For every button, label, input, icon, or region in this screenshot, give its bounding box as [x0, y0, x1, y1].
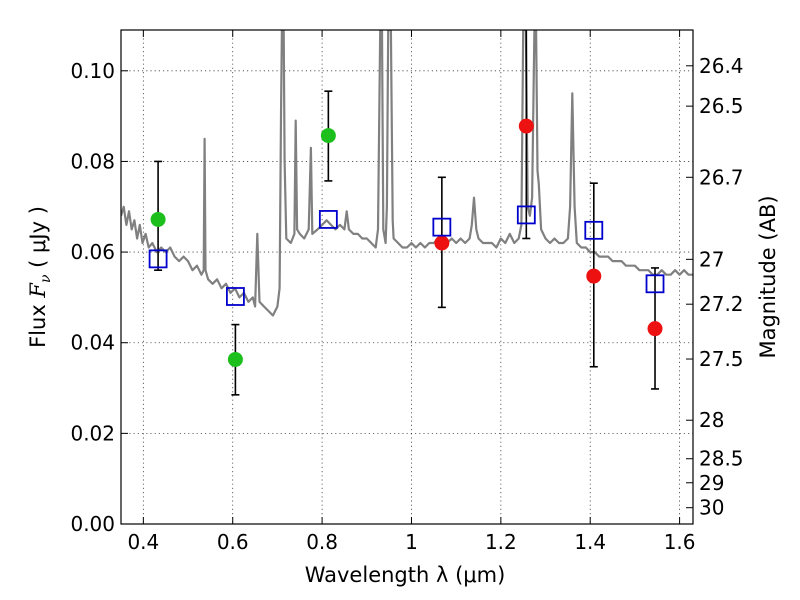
- y2-tick-label: 26.5: [699, 94, 744, 118]
- x-tick-label: 0.6: [217, 530, 249, 554]
- x-tick-label: 1.4: [574, 530, 606, 554]
- spectrum-line: [121, 30, 693, 317]
- y2-tick-label: 26.7: [699, 165, 744, 189]
- y2-tick-label: 28.5: [699, 447, 744, 471]
- y-axis-title-flux: Flux: [26, 298, 50, 348]
- photometry-point: [150, 211, 166, 227]
- model-square-marker: [225, 287, 245, 306]
- photometry-point: [518, 118, 534, 134]
- photometry-point: [227, 351, 243, 367]
- plot-frame: [120, 29, 694, 525]
- model-square-marker: [432, 217, 452, 237]
- x-axis-title: Wavelength λ (μm): [305, 563, 506, 587]
- y2-tick-label: 27: [699, 247, 724, 271]
- photometry-point: [647, 321, 663, 337]
- y-tick-label: 0.00: [70, 512, 115, 536]
- data-markers: [148, 118, 665, 367]
- y-axis-title-subscript: ν: [38, 274, 54, 283]
- y2-tick-label: 29: [699, 471, 724, 495]
- spectrum-layer: [121, 30, 693, 317]
- model-square-marker: [645, 274, 665, 294]
- y2-tick-label: 28: [699, 408, 724, 432]
- model-square-marker: [318, 210, 338, 229]
- model-square-marker: [584, 220, 604, 240]
- y2-tick-label: 26.4: [699, 54, 744, 78]
- y2-tick-label: 27.2: [699, 292, 744, 316]
- y2-axis-title: Magnitude (AB): [756, 195, 780, 358]
- x-tick-label: 1.2: [485, 530, 517, 554]
- photometry-point: [434, 235, 450, 251]
- photometry-point: [320, 128, 336, 144]
- y-axis-title-symbol: F: [26, 282, 50, 299]
- y-tick-label: 0.08: [70, 149, 115, 173]
- x-tick-label: 1.6: [664, 530, 696, 554]
- model-square-marker: [148, 249, 168, 269]
- y-tick-label: 0.04: [70, 331, 115, 355]
- y-tick-label: 0.10: [70, 59, 115, 83]
- x-tick-label: 0.4: [127, 530, 159, 554]
- x-tick-label: 1: [405, 530, 418, 554]
- y-axis-title: Flux Fν ( μJy ): [26, 206, 54, 348]
- photometry-point: [586, 268, 602, 284]
- y-axis-title-unit: ( μJy ): [26, 206, 50, 274]
- y-tick-label: 0.02: [70, 421, 115, 445]
- axis-ticks: 0.4 0.6 0.8 1 1.2 1.4 1.6 0.00 0.02 0.04 0.06 0.08 0…: [70, 30, 744, 554]
- x-tick-label: 0.8: [306, 530, 338, 554]
- y2-tick-label: 27.5: [699, 347, 744, 371]
- model-square-marker: [516, 205, 536, 225]
- y-tick-label: 0.06: [70, 240, 115, 264]
- y2-tick-label: 30: [699, 496, 724, 520]
